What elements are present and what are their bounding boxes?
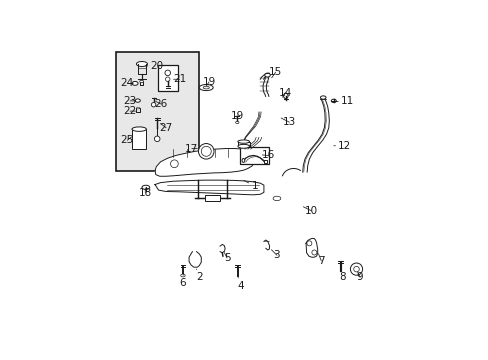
Circle shape [164, 70, 170, 76]
Text: 12: 12 [333, 141, 351, 151]
Ellipse shape [132, 127, 146, 131]
Circle shape [306, 241, 311, 246]
FancyBboxPatch shape [116, 51, 199, 171]
Ellipse shape [320, 96, 325, 99]
Ellipse shape [237, 140, 249, 143]
Polygon shape [155, 149, 255, 176]
Text: 16: 16 [262, 150, 275, 161]
Polygon shape [155, 180, 264, 195]
Text: 8: 8 [338, 269, 345, 283]
Text: 19: 19 [202, 77, 215, 87]
Ellipse shape [136, 62, 147, 67]
Text: 5: 5 [224, 252, 230, 263]
Text: 19: 19 [230, 111, 244, 121]
Ellipse shape [181, 274, 185, 277]
Ellipse shape [142, 185, 149, 189]
Ellipse shape [237, 144, 249, 148]
Text: 7: 7 [317, 254, 324, 266]
Bar [132, 129, 146, 149]
Text: 11: 11 [336, 96, 353, 107]
Text: 9: 9 [356, 272, 363, 283]
Text: 18: 18 [139, 188, 152, 198]
Ellipse shape [235, 121, 239, 123]
Text: 14: 14 [278, 88, 291, 98]
Text: 3: 3 [271, 250, 280, 260]
Circle shape [198, 144, 214, 159]
Ellipse shape [132, 81, 138, 85]
Text: 2: 2 [196, 269, 202, 283]
Text: 22: 22 [123, 106, 136, 116]
Ellipse shape [199, 85, 213, 91]
Circle shape [170, 160, 178, 168]
Ellipse shape [203, 86, 209, 89]
Ellipse shape [140, 80, 143, 82]
Text: 21: 21 [173, 74, 186, 84]
Circle shape [165, 77, 170, 81]
Circle shape [311, 250, 316, 255]
Ellipse shape [135, 99, 140, 102]
Circle shape [154, 136, 160, 141]
Circle shape [201, 146, 211, 156]
Ellipse shape [136, 107, 140, 109]
Circle shape [353, 266, 359, 272]
Bar [158, 64, 177, 91]
Polygon shape [305, 238, 317, 257]
Text: 10: 10 [303, 206, 318, 216]
Text: 17: 17 [185, 144, 198, 153]
Text: 24: 24 [121, 78, 134, 89]
Text: 15: 15 [268, 67, 282, 78]
Text: 4: 4 [237, 278, 244, 291]
Text: 20: 20 [145, 61, 163, 71]
Ellipse shape [272, 196, 280, 201]
Circle shape [350, 263, 362, 275]
Ellipse shape [283, 93, 287, 99]
Text: 25: 25 [121, 135, 134, 145]
Ellipse shape [330, 99, 336, 103]
Bar [240, 147, 268, 164]
Text: 13: 13 [281, 117, 295, 127]
Text: 26: 26 [154, 99, 168, 109]
Text: 6: 6 [179, 275, 185, 288]
Circle shape [151, 103, 156, 107]
Bar [204, 194, 220, 201]
Text: 1: 1 [243, 180, 258, 191]
Bar [264, 160, 266, 163]
Text: 23: 23 [123, 96, 136, 106]
Ellipse shape [264, 73, 270, 77]
Ellipse shape [242, 158, 244, 162]
Text: 27: 27 [159, 123, 172, 133]
